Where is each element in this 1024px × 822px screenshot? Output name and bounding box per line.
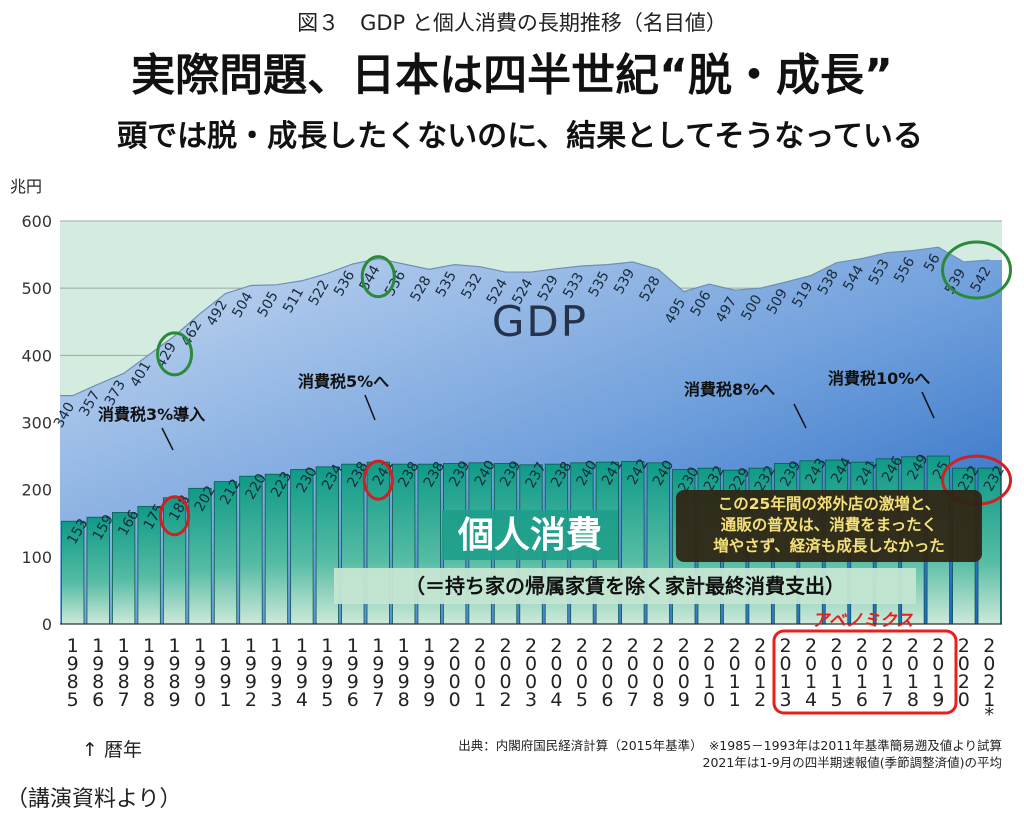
x-tick-label: 2 0 2 1 *	[983, 635, 995, 726]
highlight-circle	[159, 495, 191, 537]
subtitle: 頭では脱・成長したくないのに、結果としてそうなっている	[117, 119, 923, 154]
tax-8-annotation: 消費税8%へ	[684, 380, 775, 399]
note-line: 通販の普及は、消費をまったく	[721, 515, 937, 534]
consumption-note: （＝持ち家の帰属家賃を除く家計最終消費支出）	[405, 574, 845, 598]
main-title: 実際問題、日本は四半世紀“脱・成長”	[131, 50, 893, 101]
tax-5-arrow	[364, 394, 376, 421]
y-tick-label: 300	[21, 414, 52, 433]
highlight-circle	[360, 255, 396, 299]
gdp-value-label: 56	[921, 251, 944, 275]
highlight-circle	[156, 331, 194, 377]
source-note: 出典：内閣府国民経済計算（2015年基準） ※1985－1993年は2011年基…	[458, 738, 1002, 753]
tax-5-annotation: 消費税5%へ	[298, 372, 389, 391]
lecture-note: （講演資料より）	[6, 787, 182, 812]
highlight-circle	[941, 240, 1013, 300]
plot-area: 0100200300400500600340357373401429462492…	[21, 212, 1013, 726]
tax-3-annotation: 消費税3%導入	[98, 405, 205, 424]
tax-10-annotation: 消費税10%へ	[828, 369, 930, 388]
consumption-value-label: 25	[930, 459, 953, 482]
abenomics-label: アベノミクス	[812, 611, 913, 631]
y-tick-label: 200	[21, 481, 52, 500]
tax-8-arrow	[793, 403, 807, 429]
tax-3-arrow	[161, 427, 174, 451]
note-line: 増やさず、経済も成長しなかった	[713, 536, 944, 555]
figure-title: 図３ GDP と個人消費の長期推移（名目値）	[297, 11, 727, 35]
source-note-line2: 2021年は1-9月の四半期速報値(季節調整済値)の平均	[703, 755, 1002, 770]
gdp-line	[60, 246, 990, 397]
consumption-series-label: 個人消費	[457, 515, 602, 556]
tax-10-arrow	[921, 391, 935, 419]
y-unit-label: 兆円	[10, 177, 42, 196]
note-box	[676, 490, 982, 562]
consumption-label-bg	[442, 510, 618, 560]
y-tick-label: 600	[21, 212, 52, 231]
abenomics-box	[772, 629, 958, 715]
y-tick-label: 400	[21, 346, 52, 365]
x-axis-label: ↑ 暦年	[82, 739, 142, 761]
note-line: この25年間の郊外店の激増と、	[718, 494, 940, 513]
gdp-series-label: GDP	[492, 297, 588, 346]
consumption-note-bg	[334, 568, 916, 604]
y-tick-label: 100	[21, 548, 52, 567]
highlight-circle	[362, 459, 394, 501]
y-tick-label: 0	[42, 615, 52, 634]
y-tick-label: 500	[21, 279, 52, 298]
